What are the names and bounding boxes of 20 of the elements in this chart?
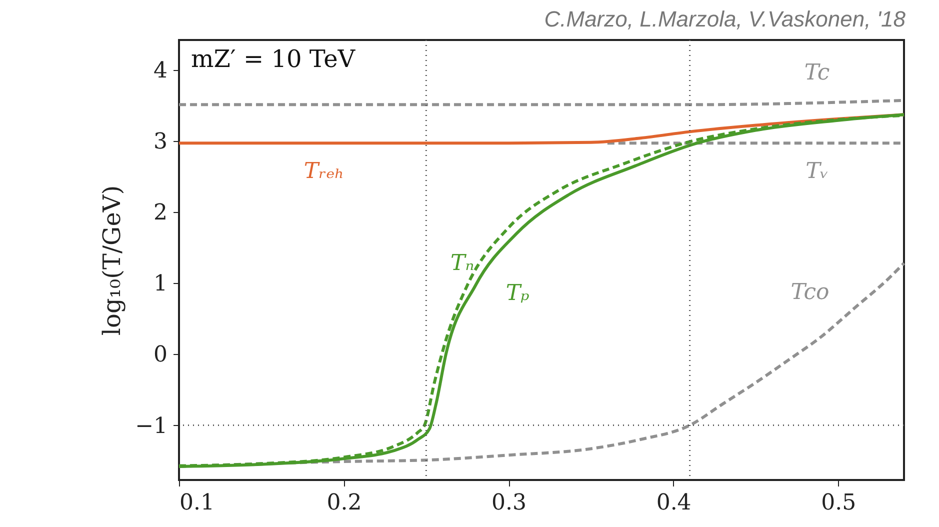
y-tick-label: 1 xyxy=(154,272,168,297)
series-label: Tᵥ xyxy=(806,159,828,184)
y-axis-title: log₁₀(T/GeV) xyxy=(98,185,126,336)
series-label: Tₚ xyxy=(506,281,530,306)
x-tick-label: 0.2 xyxy=(326,490,362,516)
y-tick-label: 4 xyxy=(154,58,168,84)
y-tick-label: 0 xyxy=(154,342,168,368)
text: C.Marzo, L.Marzola, V.Vaskonen, '18 xyxy=(544,6,906,32)
x-tick-label: 0.1 xyxy=(180,490,214,516)
x-tick-label: 0.5 xyxy=(821,490,856,516)
y-tick-label: 2 xyxy=(154,200,168,226)
series-label: Tco xyxy=(790,280,830,306)
series-label: Tc xyxy=(804,60,830,86)
y-tick-label: 3 xyxy=(154,129,168,154)
x-tick-label: 0.3 xyxy=(492,490,527,516)
series-label: Tᵣₑₕ xyxy=(304,159,344,184)
series-label: Tₙ xyxy=(450,251,474,276)
x-tick-label: 0.4 xyxy=(656,490,692,516)
annotation: mZ′ = 10 TeV xyxy=(191,45,356,73)
y-tick-label: −1 xyxy=(135,414,168,439)
